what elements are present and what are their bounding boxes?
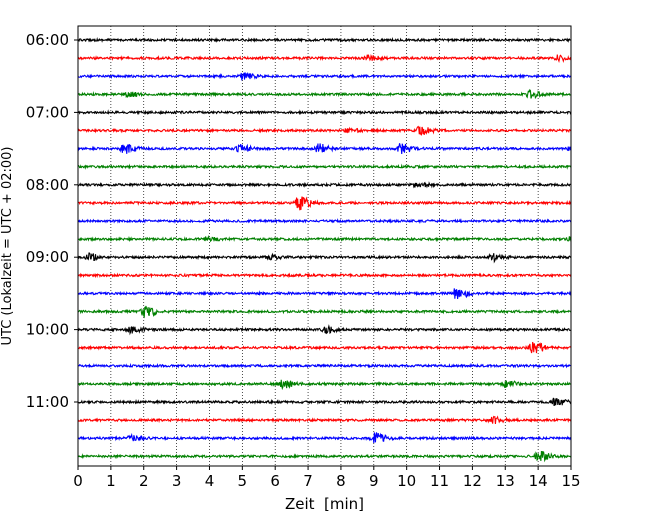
x-tick-label: 5 xyxy=(238,472,248,490)
seismogram-trace xyxy=(77,288,572,300)
seismogram-trace xyxy=(77,432,572,444)
seismogram-trace xyxy=(77,71,572,81)
seismogram-trace xyxy=(77,450,572,463)
x-tick-label: 10 xyxy=(397,472,416,490)
x-tick-label: 1 xyxy=(106,472,116,490)
x-tick-label: 4 xyxy=(205,472,215,490)
seismogram-trace xyxy=(77,143,572,155)
y-axis-label: UTC (Lokalzeit = UTC + 02:00) xyxy=(0,147,15,346)
x-axis-label: Zeit [min] xyxy=(285,495,364,513)
grid-layer xyxy=(110,26,539,466)
x-tick-label: 15 xyxy=(561,472,580,490)
seismogram-trace xyxy=(77,252,572,264)
x-axis: 0 1 2 3 4 5 6 7 8 9 10 11 12 13 14 15 xyxy=(73,466,581,490)
seismogram-trace xyxy=(77,397,572,407)
x-tick-label: 8 xyxy=(336,472,346,490)
seismogram-trace xyxy=(77,324,572,336)
seismogram-trace xyxy=(77,88,572,100)
seismogram-trace xyxy=(77,362,571,369)
seismogram-trace xyxy=(77,272,572,279)
x-tick-label: 6 xyxy=(270,472,280,490)
seismogram-trace xyxy=(77,341,572,354)
x-tick-label: 3 xyxy=(172,472,182,490)
plot-frame xyxy=(77,25,572,467)
x-tick-label: 14 xyxy=(529,472,548,490)
seismogram-trace xyxy=(77,379,572,391)
y-axis: 06:00 07:00 08:00 09:00 10:00 11:00 xyxy=(26,31,78,411)
seismogram-trace xyxy=(77,305,572,319)
x-tick-label: 0 xyxy=(73,472,83,490)
x-tick-label: 7 xyxy=(303,472,313,490)
x-tick-label: 13 xyxy=(496,472,515,490)
seismogram-trace xyxy=(77,36,572,43)
x-tick-label: 2 xyxy=(139,472,149,490)
seismogram-trace xyxy=(77,181,572,189)
seismogram-trace xyxy=(77,125,572,136)
seismogram-trace xyxy=(77,196,572,211)
seismogram-trace xyxy=(77,53,572,64)
x-tick-label: 9 xyxy=(369,472,379,490)
seismogram-trace xyxy=(77,163,572,170)
y-tick-label: 07:00 xyxy=(26,103,69,121)
trace-layer xyxy=(77,36,572,463)
y-tick-label: 06:00 xyxy=(26,31,69,49)
y-tick-label: 10:00 xyxy=(26,321,69,339)
y-tick-label: 08:00 xyxy=(26,176,69,194)
x-tick-label: 11 xyxy=(430,472,449,490)
x-tick-label: 12 xyxy=(463,472,482,490)
y-tick-label: 11:00 xyxy=(26,393,69,411)
seismogram-trace xyxy=(77,234,572,243)
seismogram-trace xyxy=(77,218,572,225)
seismogram-trace xyxy=(77,109,572,116)
seismogram-trace xyxy=(77,415,572,425)
y-tick-label: 09:00 xyxy=(26,248,69,266)
